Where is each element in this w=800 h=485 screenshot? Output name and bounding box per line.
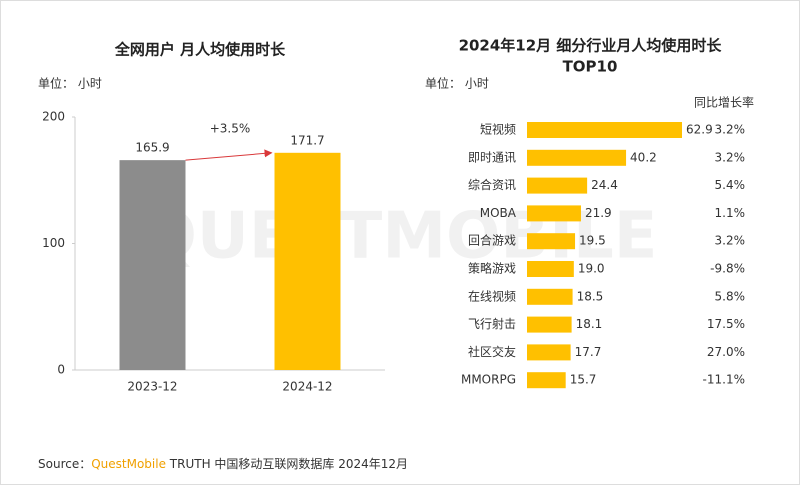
growth-label: 3.2%	[715, 123, 746, 137]
chart-title: 全网用户 月人均使用时长	[114, 41, 286, 59]
bar	[527, 288, 573, 305]
x-tick-label: 2024-12	[282, 380, 332, 394]
growth-label: 5.8%	[715, 289, 746, 303]
category-label: 综合资讯	[468, 177, 516, 192]
annotation: +3.5%	[210, 122, 251, 136]
bar	[274, 152, 341, 370]
change-arrow	[185, 149, 273, 161]
y-tick-label: 100	[42, 236, 65, 250]
source-brand: QuestMobile	[91, 457, 166, 471]
bar	[527, 261, 574, 277]
x-tick-label: 2023-12	[127, 380, 177, 394]
value-label: 165.9	[135, 141, 169, 155]
category-label: MOBA	[480, 206, 517, 220]
category-label: 社区交友	[468, 344, 516, 359]
source-label: Source：	[38, 457, 91, 471]
value-label: 15.7	[570, 373, 597, 387]
bar	[527, 205, 581, 222]
y-tick-label: 200	[42, 110, 65, 124]
source-text: TRUTH 中国移动互联网数据库 2024年12月	[166, 456, 408, 471]
growth-label: -11.1%	[703, 373, 745, 387]
value-label: 62.9	[686, 123, 713, 137]
value-label: 19.5	[579, 234, 606, 248]
growth-label: -9.8%	[710, 262, 745, 276]
growth-label: 1.1%	[715, 206, 746, 220]
unit: 单位： 小时	[38, 76, 102, 91]
source: Source：QuestMobile TRUTH 中国移动互联网数据库 2024…	[38, 456, 408, 471]
chart-title: 2024年12月 细分行业月人均使用时长	[459, 37, 723, 55]
category-label: 短视频	[480, 122, 516, 137]
bar	[527, 177, 588, 194]
column-header: 同比增长率	[694, 95, 754, 110]
category-label: 回合游戏	[468, 233, 516, 248]
bar	[527, 372, 566, 389]
value-label: 18.5	[577, 289, 604, 303]
category-label: 即时通讯	[468, 150, 516, 164]
growth-label: 17.5%	[707, 317, 745, 331]
category-label: 策略游戏	[468, 261, 516, 276]
unit: 单位： 小时	[425, 76, 489, 91]
bar	[527, 316, 572, 333]
y-tick-label: 0	[57, 363, 65, 377]
value-label: 24.4	[591, 178, 618, 192]
growth-label: 5.4%	[715, 178, 746, 192]
category-label: MMORPG	[461, 373, 516, 387]
bar	[527, 344, 571, 361]
value-label: 19.0	[578, 262, 605, 276]
value-label: 40.2	[630, 150, 657, 164]
value-label: 17.7	[575, 345, 602, 359]
bar	[527, 122, 682, 138]
growth-label: 3.2%	[715, 150, 746, 164]
growth-label: 27.0%	[707, 345, 745, 359]
category-label: 在线视频	[468, 288, 516, 303]
bar	[119, 160, 186, 370]
value-label: 21.9	[585, 206, 612, 220]
growth-label: 3.2%	[715, 234, 746, 248]
chart-subtitle: TOP10	[563, 58, 618, 76]
category-label: 飞行射击	[468, 316, 516, 331]
value-label: 18.1	[576, 317, 603, 331]
bar	[527, 233, 576, 250]
bar	[527, 149, 627, 166]
value-label: 171.7	[290, 133, 324, 147]
